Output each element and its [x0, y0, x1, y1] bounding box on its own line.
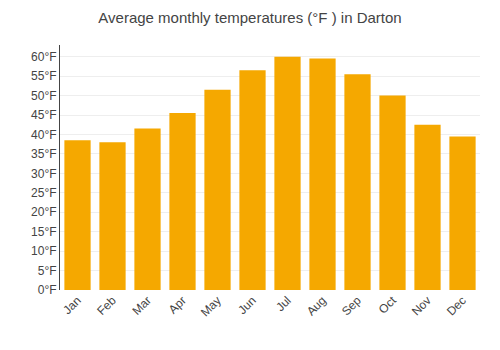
svg-text:Dec: Dec [444, 293, 469, 318]
svg-text:30°F: 30°F [31, 167, 56, 181]
svg-text:25°F: 25°F [31, 186, 56, 200]
svg-text:0°F: 0°F [38, 283, 57, 297]
svg-text:15°F: 15°F [31, 225, 56, 239]
svg-text:Aug: Aug [304, 293, 329, 318]
svg-text:45°F: 45°F [31, 108, 56, 122]
svg-text:Nov: Nov [409, 293, 434, 318]
svg-text:May: May [198, 293, 224, 319]
svg-text:Average monthly temperatures (: Average monthly temperatures (°F ) in Da… [98, 9, 401, 26]
svg-text:40°F: 40°F [31, 128, 56, 142]
svg-text:35°F: 35°F [31, 147, 56, 161]
svg-text:50°F: 50°F [31, 89, 56, 103]
svg-text:Jul: Jul [273, 293, 294, 314]
svg-text:Mar: Mar [129, 293, 154, 318]
svg-text:20°F: 20°F [31, 205, 56, 219]
svg-text:55°F: 55°F [31, 69, 56, 83]
svg-text:Jan: Jan [60, 293, 84, 317]
svg-text:Sep: Sep [339, 293, 364, 318]
svg-text:5°F: 5°F [38, 264, 57, 278]
svg-text:60°F: 60°F [31, 50, 56, 64]
svg-text:Apr: Apr [166, 293, 189, 316]
svg-text:Feb: Feb [94, 293, 119, 318]
svg-text:Oct: Oct [376, 293, 400, 317]
svg-text:10°F: 10°F [31, 244, 56, 258]
svg-text:Jun: Jun [235, 293, 259, 317]
